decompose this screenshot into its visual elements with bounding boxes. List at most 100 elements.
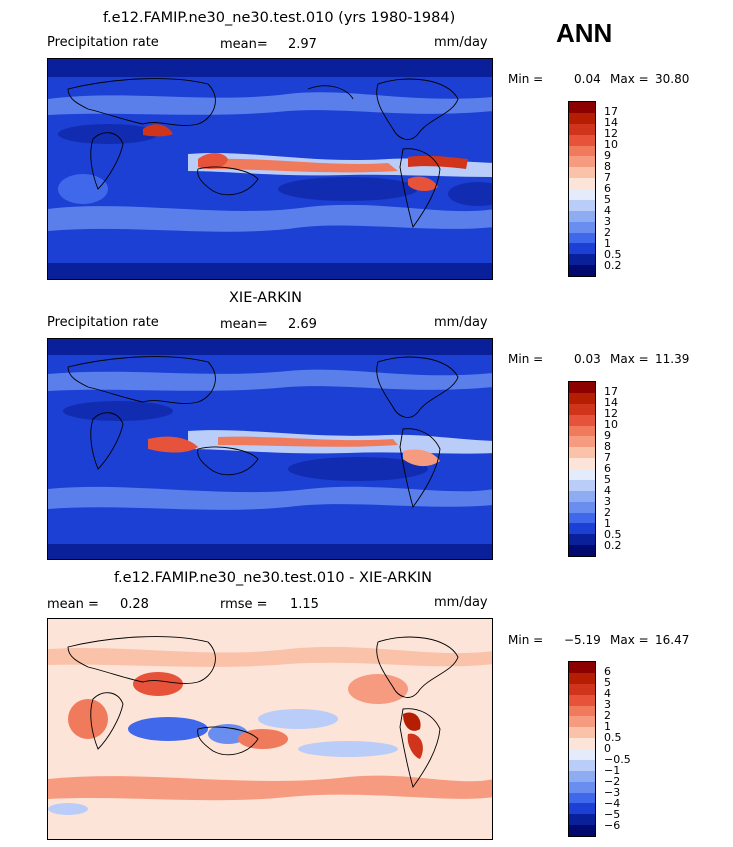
colorbar-swatch xyxy=(569,392,595,404)
colorbar-level-label: −3 xyxy=(604,786,621,799)
colorbar-swatch xyxy=(569,112,595,124)
panel-3-map xyxy=(47,618,493,840)
colorbar-level-label: 7 xyxy=(604,451,611,464)
colorbar-level-label: −6 xyxy=(604,819,621,832)
panel-3-min-value: −5.19 xyxy=(564,633,601,647)
panel-2-max-label: Max = xyxy=(610,352,649,366)
colorbar-swatch xyxy=(569,403,595,415)
colorbar-swatch xyxy=(569,145,595,157)
colorbar-level-label: 0.5 xyxy=(604,528,622,541)
colorbar-level-label: 0.5 xyxy=(604,731,622,744)
colorbar-swatch xyxy=(569,501,595,513)
colorbar-swatch xyxy=(569,167,595,179)
colorbar-level-label: 14 xyxy=(604,116,618,129)
panel-1-title: f.e12.FAMIP.ne30_ne30.test.010 (yrs 1980… xyxy=(103,10,456,26)
panel-1-mean-label: mean= xyxy=(220,37,268,52)
colorbar-swatch xyxy=(569,545,595,556)
colorbar-level-label: 12 xyxy=(604,127,618,140)
colorbar-swatch xyxy=(569,458,595,469)
colorbar-level-label: 0 xyxy=(604,742,611,755)
panel-1-map xyxy=(47,58,493,280)
colorbar-level-label: −0.5 xyxy=(604,753,631,766)
colorbar-level-label: 3 xyxy=(604,698,611,711)
colorbar-level-label: 7 xyxy=(604,171,611,184)
colorbar-level-label: 12 xyxy=(604,407,618,420)
colorbar-level-label: 0.2 xyxy=(604,259,622,272)
colorbar-swatch xyxy=(569,490,595,502)
panel-2-max-value: 11.39 xyxy=(655,352,690,366)
colorbar-swatch xyxy=(569,825,595,836)
colorbar-swatch xyxy=(569,705,595,717)
colorbar-swatch xyxy=(569,716,595,728)
colorbar-level-label: 0.2 xyxy=(604,539,622,552)
colorbar-swatch xyxy=(569,425,595,437)
colorbar-swatch xyxy=(569,534,595,546)
colorbar-level-label: 2 xyxy=(604,709,611,722)
colorbar-swatch xyxy=(569,803,595,815)
panel-2-mean-value: 2.69 xyxy=(288,317,317,332)
panel-3-title: f.e12.FAMIP.ne30_ne30.test.010 - XIE-ARK… xyxy=(114,570,432,586)
panel-3-min-label: Min = xyxy=(508,633,544,647)
colorbar-swatch xyxy=(569,683,595,695)
colorbar-level-label: 14 xyxy=(604,396,618,409)
colorbar-swatch xyxy=(569,265,595,276)
panel-2-mean-label: mean= xyxy=(220,317,268,332)
panel-3-map-field xyxy=(48,619,492,839)
colorbar-level-label: −1 xyxy=(604,764,621,777)
panel-2-map-field xyxy=(48,339,492,559)
colorbar-level-label: 8 xyxy=(604,160,611,173)
panel-3-max-value: 16.47 xyxy=(655,633,690,647)
colorbar-swatch xyxy=(569,199,595,211)
colorbar-level-label: 6 xyxy=(604,462,611,475)
colorbar-level-label: 10 xyxy=(604,138,618,151)
colorbar-level-label: 6 xyxy=(604,665,611,678)
colorbar-level-label: 10 xyxy=(604,418,618,431)
colorbar-swatch xyxy=(569,759,595,771)
panel-1-min-value: 0.04 xyxy=(574,72,601,86)
panel-2-colorbar xyxy=(568,381,596,557)
panel-2-map xyxy=(47,338,493,560)
panel-2-units: mm/day xyxy=(434,315,488,330)
panel-2-min-value: 0.03 xyxy=(574,352,601,366)
colorbar-swatch xyxy=(569,749,595,760)
colorbar-level-label: −5 xyxy=(604,808,621,821)
colorbar-level-label: 1 xyxy=(604,720,611,733)
colorbar-level-label: 4 xyxy=(604,687,611,700)
colorbar-swatch xyxy=(569,523,595,535)
panel-1-colorbar xyxy=(568,101,596,277)
panel-3-max-label: Max = xyxy=(610,633,649,647)
colorbar-swatch xyxy=(569,512,595,524)
colorbar-level-label: 0.5 xyxy=(604,248,622,261)
panel-3-units: mm/day xyxy=(434,595,488,610)
colorbar-swatch xyxy=(569,210,595,222)
colorbar-swatch xyxy=(569,727,595,739)
colorbar-level-label: −2 xyxy=(604,775,621,788)
colorbar-swatch xyxy=(569,738,595,749)
colorbar-swatch xyxy=(569,232,595,244)
panel-3-colorbar xyxy=(568,661,596,837)
colorbar-swatch xyxy=(569,770,595,782)
colorbar-swatch xyxy=(569,662,595,673)
panel-1-max-value: 30.80 xyxy=(655,72,690,86)
colorbar-level-label: 17 xyxy=(604,385,618,398)
panel-1-mean-value: 2.97 xyxy=(288,37,317,52)
colorbar-level-label: 6 xyxy=(604,182,611,195)
colorbar-swatch xyxy=(569,178,595,189)
colorbar-swatch xyxy=(569,414,595,426)
colorbar-swatch xyxy=(569,479,595,491)
colorbar-level-label: 8 xyxy=(604,440,611,453)
colorbar-swatch xyxy=(569,102,595,113)
colorbar-level-label: −4 xyxy=(604,797,621,810)
colorbar-level-label: 1 xyxy=(604,237,611,250)
colorbar-swatch xyxy=(569,792,595,804)
panel-1-max-label: Max = xyxy=(610,72,649,86)
panel-1-variable-label: Precipitation rate xyxy=(47,35,159,50)
panel-3-mean-value: 0.28 xyxy=(120,597,149,612)
colorbar-level-label: 1 xyxy=(604,517,611,530)
colorbar-swatch xyxy=(569,221,595,233)
colorbar-swatch xyxy=(569,382,595,393)
colorbar-level-label: 5 xyxy=(604,676,611,689)
colorbar-swatch xyxy=(569,156,595,168)
colorbar-level-label: 3 xyxy=(604,495,611,508)
colorbar-swatch xyxy=(569,781,595,793)
